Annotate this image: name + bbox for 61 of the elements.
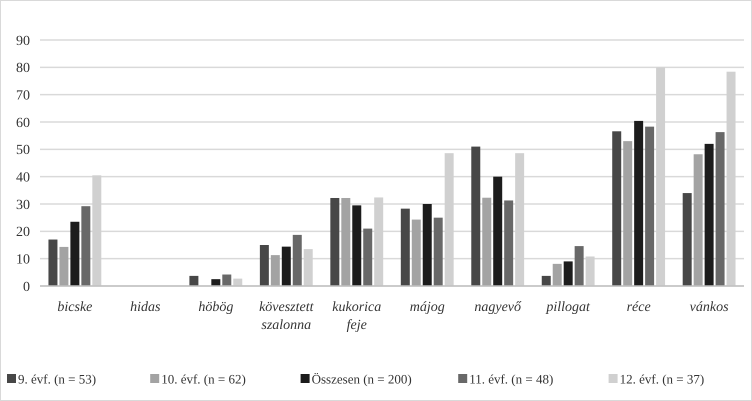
bar (81, 206, 90, 286)
bar (434, 218, 443, 286)
bar (189, 276, 198, 286)
x-tick-label: vánkos (690, 300, 730, 315)
bar (211, 279, 220, 286)
bar (48, 240, 58, 286)
bar (493, 176, 502, 286)
bar (482, 198, 492, 286)
x-tick-label: kövesztett szalonna (259, 300, 315, 333)
bar (233, 278, 242, 286)
x-tick-label: höbög (198, 300, 234, 315)
bar (716, 132, 725, 286)
bar (574, 246, 584, 286)
legend-label: 10. évf. (n = 62) (161, 372, 246, 387)
bar (292, 234, 302, 286)
bar (564, 261, 573, 286)
y-tick-label: 60 (16, 116, 30, 131)
legend-label: 12. évf. (n = 37) (620, 372, 704, 387)
bar (612, 131, 622, 286)
bar (623, 141, 632, 286)
bar (634, 120, 644, 286)
y-tick-label: 50 (16, 143, 30, 158)
bar (222, 274, 232, 286)
bar (422, 204, 432, 286)
bar (282, 246, 291, 286)
bar (471, 146, 480, 286)
x-tick-label: májog (410, 300, 445, 315)
bar (682, 193, 692, 286)
y-tick-label: 30 (16, 198, 30, 213)
y-tick-label: 80 (16, 61, 30, 76)
x-tick-label: réce (626, 300, 651, 315)
bar (694, 154, 703, 286)
legend-label: Összesen (n = 200) (312, 372, 412, 387)
bar (412, 220, 421, 286)
bar (542, 276, 551, 286)
bar (330, 198, 340, 286)
y-tick-label: 40 (16, 170, 30, 186)
y-tick-label: 90 (16, 34, 30, 49)
bar (341, 198, 350, 286)
bar (352, 205, 362, 286)
bar (270, 255, 280, 286)
legend-label: 9. évf. (n = 53) (18, 372, 96, 387)
bar (363, 228, 372, 286)
x-tick-label: hidas (130, 300, 162, 315)
bar (645, 126, 654, 286)
x-tick-label: kukorica feje (332, 300, 382, 333)
y-tick-label: 20 (16, 225, 30, 240)
bar (260, 245, 269, 286)
y-tick-label: 70 (16, 88, 30, 104)
x-tick-label: bicske (57, 300, 92, 315)
bar (552, 264, 562, 286)
bar (59, 246, 68, 286)
bar (400, 208, 410, 286)
x-tick-label: nagyevő (474, 300, 522, 315)
bar (504, 200, 514, 286)
legend-label: 11. évf. (n = 48) (469, 372, 554, 387)
bar (70, 222, 80, 286)
x-tick-label: pillogat (545, 300, 592, 315)
bar (704, 144, 714, 286)
y-tick-label: 10 (16, 252, 30, 268)
y-tick-label: 0 (23, 280, 30, 295)
